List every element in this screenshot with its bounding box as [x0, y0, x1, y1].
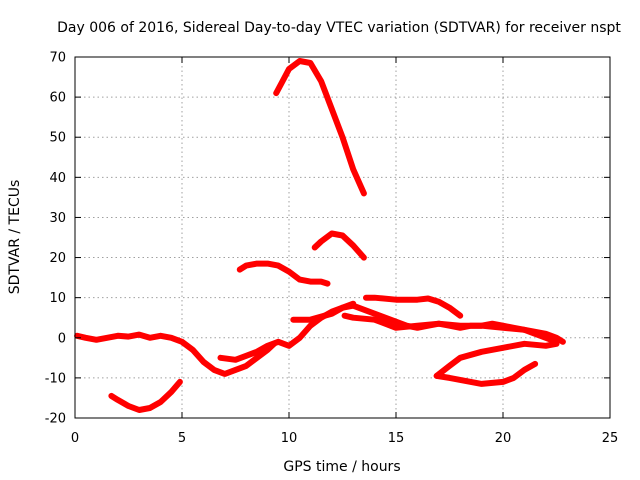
y-tick-label: 10	[49, 291, 66, 306]
y-axis-title: SDTVAR / TECUs	[7, 180, 23, 295]
y-tick-label: -20	[45, 412, 66, 427]
y-tick-label: 0	[58, 331, 66, 346]
y-tick-label: -10	[45, 371, 66, 386]
axis-ticks: 0 5 10 15 20 25 -20 -10 0 10 20 30 40 50 60 70	[45, 51, 619, 447]
y-tick-label: 30	[49, 211, 66, 226]
y-tick-label: 70	[49, 51, 66, 66]
x-axis-title: GPS time / hours	[283, 459, 400, 475]
series-arc-3	[108, 378, 183, 413]
y-tick-label: 50	[49, 131, 66, 146]
y-tick-label: 20	[49, 251, 66, 266]
series-group	[74, 58, 566, 413]
x-tick-label: 0	[71, 431, 79, 446]
series-arc-10	[433, 340, 560, 379]
plot-frame	[74, 56, 611, 419]
chart-title: Day 006 of 2016, Sidereal Day-to-day VTE…	[57, 20, 621, 36]
y-tick-label: 40	[49, 171, 66, 186]
series-arc-5	[273, 58, 367, 197]
series-arc-1	[74, 331, 277, 377]
series-arc-9	[341, 312, 560, 345]
y-tick-label: 60	[49, 91, 66, 106]
series-arc-6	[311, 230, 367, 261]
series-arc-4	[236, 260, 331, 287]
x-tick-label: 15	[388, 431, 405, 446]
series-arc-2	[217, 302, 566, 363]
series-arc-8	[363, 294, 464, 319]
x-tick-label: 10	[281, 431, 298, 446]
series-arc-11	[433, 360, 539, 387]
x-tick-label: 5	[178, 431, 186, 446]
grid	[75, 57, 610, 418]
x-tick-label: 20	[495, 431, 512, 446]
x-tick-label: 25	[602, 431, 619, 446]
series-arc-7	[290, 300, 357, 323]
